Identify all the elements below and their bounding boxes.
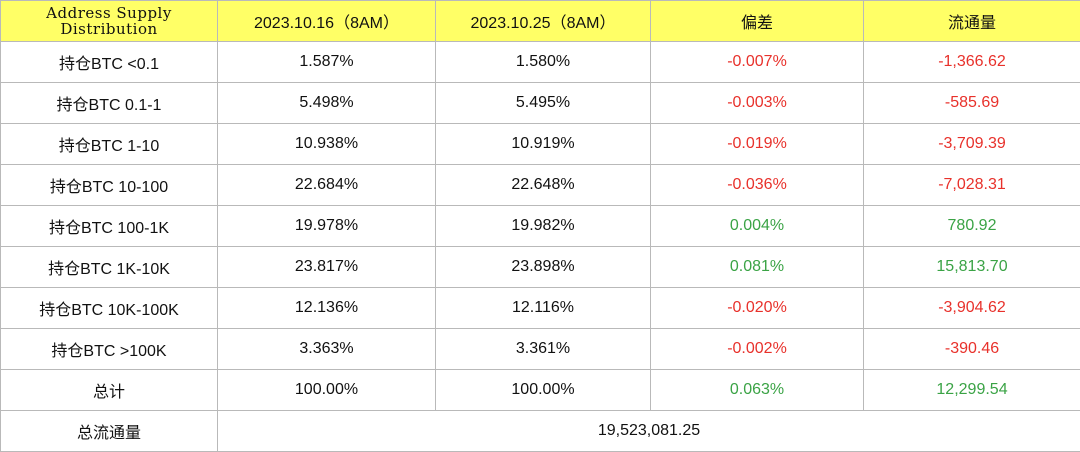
- table-row: 持仓BTC 100-1K 19.978% 19.982% 0.004% 780.…: [1, 206, 1080, 247]
- row-date-2-value: 19.982%: [436, 206, 651, 247]
- header-date-2: 2023.10.25（8AM）: [436, 1, 651, 42]
- row-flow-value: -7,028.31: [864, 165, 1080, 206]
- table-row: 持仓BTC 1K-10K 23.817% 23.898% 0.081% 15,8…: [1, 247, 1080, 288]
- total-label: 总计: [1, 370, 218, 411]
- row-flow-value: -3,709.39: [864, 124, 1080, 165]
- table-body: 持仓BTC <0.1 1.587% 1.580% -0.007% -1,366.…: [1, 42, 1080, 452]
- row-flow-value: 15,813.70: [864, 247, 1080, 288]
- row-date-2-value: 23.898%: [436, 247, 651, 288]
- row-date-1-value: 19.978%: [218, 206, 436, 247]
- row-flow-value: -1,366.62: [864, 42, 1080, 83]
- header-deviation: 偏差: [651, 1, 864, 42]
- row-date-2-value: 22.648%: [436, 165, 651, 206]
- row-date-2-value: 12.116%: [436, 288, 651, 329]
- total-flow-value: 12,299.54: [864, 370, 1080, 411]
- row-label: 持仓BTC 10-100: [1, 165, 218, 206]
- footer-row: 总流通量 19,523,081.25: [1, 411, 1080, 452]
- header-date-1: 2023.10.16（8AM）: [218, 1, 436, 42]
- row-date-1-value: 10.938%: [218, 124, 436, 165]
- header-row: Address Supply Distribution 2023.10.16（8…: [1, 1, 1080, 42]
- row-flow-value: -585.69: [864, 83, 1080, 124]
- row-flow-value: -3,904.62: [864, 288, 1080, 329]
- row-label: 持仓BTC 1-10: [1, 124, 218, 165]
- row-label: 持仓BTC <0.1: [1, 42, 218, 83]
- row-deviation-value: -0.019%: [651, 124, 864, 165]
- row-date-1-value: 22.684%: [218, 165, 436, 206]
- row-label: 持仓BTC 0.1-1: [1, 83, 218, 124]
- row-label: 持仓BTC >100K: [1, 329, 218, 370]
- row-deviation-value: 0.081%: [651, 247, 864, 288]
- row-deviation-value: 0.004%: [651, 206, 864, 247]
- row-date-2-value: 5.495%: [436, 83, 651, 124]
- row-deviation-value: -0.003%: [651, 83, 864, 124]
- total-date-1-value: 100.00%: [218, 370, 436, 411]
- footer-label: 总流通量: [1, 411, 218, 452]
- row-deviation-value: -0.002%: [651, 329, 864, 370]
- row-label: 持仓BTC 10K-100K: [1, 288, 218, 329]
- row-date-1-value: 1.587%: [218, 42, 436, 83]
- row-flow-value: -390.46: [864, 329, 1080, 370]
- total-deviation-value: 0.063%: [651, 370, 864, 411]
- table-header: Address Supply Distribution 2023.10.16（8…: [1, 1, 1080, 42]
- table-row: 持仓BTC 0.1-1 5.498% 5.495% -0.003% -585.6…: [1, 83, 1080, 124]
- total-date-2-value: 100.00%: [436, 370, 651, 411]
- table-row-total: 总计 100.00% 100.00% 0.063% 12,299.54: [1, 370, 1080, 411]
- row-date-1-value: 23.817%: [218, 247, 436, 288]
- row-label: 持仓BTC 1K-10K: [1, 247, 218, 288]
- row-date-2-value: 1.580%: [436, 42, 651, 83]
- row-deviation-value: -0.020%: [651, 288, 864, 329]
- row-flow-value: 780.92: [864, 206, 1080, 247]
- header-address-supply-distribution: Address Supply Distribution: [1, 1, 218, 42]
- table-row: 持仓BTC 10-100 22.684% 22.648% -0.036% -7,…: [1, 165, 1080, 206]
- row-date-2-value: 10.919%: [436, 124, 651, 165]
- row-date-1-value: 3.363%: [218, 329, 436, 370]
- row-date-1-value: 5.498%: [218, 83, 436, 124]
- row-deviation-value: -0.007%: [651, 42, 864, 83]
- row-label: 持仓BTC 100-1K: [1, 206, 218, 247]
- row-date-1-value: 12.136%: [218, 288, 436, 329]
- row-deviation-value: -0.036%: [651, 165, 864, 206]
- total-circulating-supply-value: 19,523,081.25: [218, 411, 1080, 452]
- header-flow: 流通量: [864, 1, 1080, 42]
- table-row: 持仓BTC <0.1 1.587% 1.580% -0.007% -1,366.…: [1, 42, 1080, 83]
- table-row: 持仓BTC 1-10 10.938% 10.919% -0.019% -3,70…: [1, 124, 1080, 165]
- table-row: 持仓BTC 10K-100K 12.136% 12.116% -0.020% -…: [1, 288, 1080, 329]
- table-row: 持仓BTC >100K 3.363% 3.361% -0.002% -390.4…: [1, 329, 1080, 370]
- row-date-2-value: 3.361%: [436, 329, 651, 370]
